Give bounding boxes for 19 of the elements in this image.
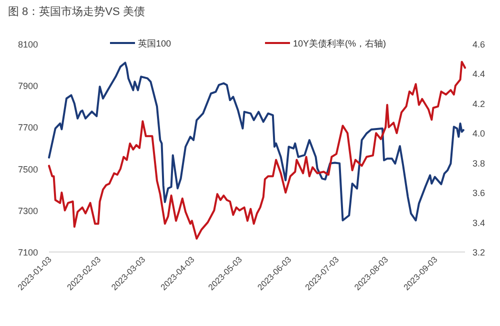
title: 图 8：英国市场走势VS 美债 <box>8 6 145 18</box>
legend-label: 英国100 <box>138 38 172 48</box>
legend-item: 10Y美债利率(%，右轴) <box>265 38 386 48</box>
y2-tick-label: 4.4 <box>472 69 485 80</box>
y2-tick-label: 4.6 <box>472 40 485 50</box>
legend-label: 10Y美债利率(%，右轴) <box>293 38 386 48</box>
y2-tick-label: 3.8 <box>472 158 485 168</box>
y2-tick-label: 3.4 <box>472 218 485 228</box>
y2-tick-label: 3.2 <box>472 248 485 258</box>
y2-tick-label: 3.6 <box>472 188 485 198</box>
legend-item: 英国100 <box>110 38 172 48</box>
y-tick-label: 7500 <box>18 164 38 174</box>
y2-tick-label: 4.2 <box>472 98 485 109</box>
y-tick-label: 7900 <box>18 81 38 92</box>
y2-tick-label: 4.0 <box>472 128 485 139</box>
y-tick-label: 8100 <box>18 40 38 50</box>
y-tick-label: 7700 <box>18 122 38 133</box>
y-tick-label: 7100 <box>18 248 38 258</box>
y-tick-label: 7300 <box>18 206 38 216</box>
